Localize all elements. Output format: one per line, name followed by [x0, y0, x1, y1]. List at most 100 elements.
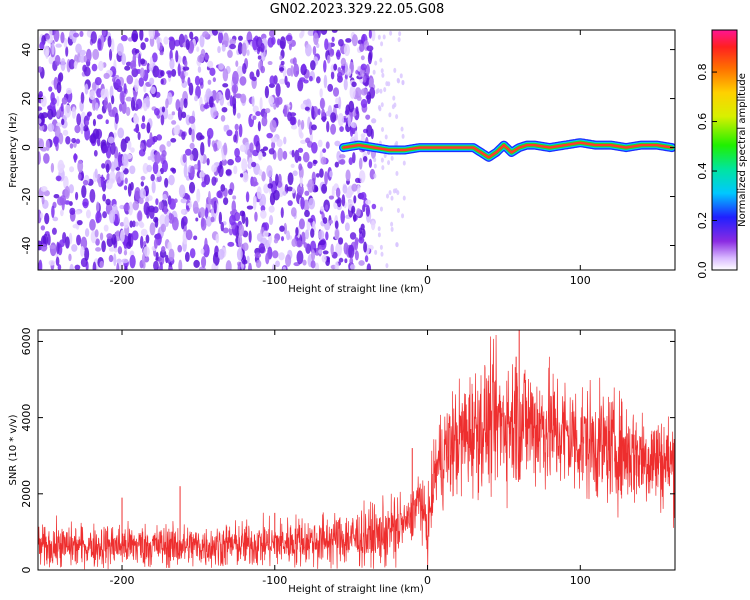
noise-blob — [262, 230, 269, 238]
noise-blob — [40, 212, 44, 219]
noise-blob — [353, 195, 357, 204]
noise-blob — [351, 81, 357, 88]
noise-blob — [153, 238, 158, 249]
noise-blob — [93, 150, 98, 157]
noise-blob — [59, 195, 67, 206]
noise-blob — [329, 170, 333, 178]
noise-blob — [365, 204, 370, 217]
noise-blob — [350, 264, 356, 270]
noise-blob — [121, 258, 129, 264]
noise-blob — [366, 263, 372, 270]
noise-blob — [245, 216, 249, 228]
noise-blob — [237, 35, 243, 41]
noise-blob — [371, 118, 377, 124]
noise-blob — [233, 85, 237, 99]
noise-blob — [251, 181, 259, 187]
noise-blob — [267, 61, 273, 66]
noise-blob — [300, 139, 307, 144]
noise-blob — [82, 198, 89, 209]
colorbar-tick-label: 0.0 — [696, 261, 709, 279]
noise-blob — [74, 264, 81, 270]
noise-blob — [94, 229, 99, 238]
noise-blob — [121, 165, 125, 171]
noise-blob — [304, 209, 310, 218]
noise-blob — [351, 183, 358, 192]
noise-blob — [62, 129, 69, 136]
noise-blob — [91, 81, 97, 91]
noise-blob — [309, 121, 313, 136]
spectrogram-x-axis-label: Height of straight line (km) — [288, 284, 424, 295]
noise-blob — [95, 211, 102, 224]
noise-blob — [68, 253, 72, 262]
noise-blob — [298, 218, 305, 230]
noise-blob — [303, 199, 310, 212]
noise-blob — [388, 112, 392, 118]
noise-blob — [215, 233, 220, 244]
noise-blob — [108, 48, 113, 61]
noise-blob — [92, 48, 100, 61]
noise-blob — [344, 258, 348, 264]
noise-blob — [233, 165, 238, 175]
noise-blob — [92, 261, 97, 270]
noise-blob — [229, 38, 237, 45]
noise-blob — [160, 245, 166, 253]
noise-blob — [130, 147, 135, 153]
noise-blob — [235, 155, 242, 163]
noise-blob — [317, 139, 323, 148]
y-tick-label: 0 — [20, 567, 33, 574]
noise-blob — [45, 34, 50, 40]
noise-blob — [63, 37, 68, 49]
noise-blob — [343, 242, 349, 255]
colorbar-frame — [711, 29, 738, 271]
noise-blob — [123, 185, 128, 191]
noise-blob — [220, 184, 226, 192]
noise-blob — [290, 207, 297, 217]
noise-blob — [344, 109, 350, 116]
noise-blob — [227, 49, 233, 59]
noise-blob — [77, 159, 84, 173]
noise-blob — [146, 164, 153, 173]
noise-blob — [331, 36, 335, 42]
noise-blob — [128, 201, 134, 216]
noise-blob — [267, 183, 274, 189]
noise-blob — [109, 171, 116, 184]
noise-blob — [152, 161, 159, 175]
noise-blob — [196, 46, 200, 52]
x-tick-label: -100 — [262, 574, 287, 587]
noise-blob — [353, 212, 357, 223]
noise-blob — [246, 205, 254, 210]
noise-blob — [304, 229, 310, 240]
noise-blob — [228, 188, 233, 196]
noise-blob — [75, 138, 81, 144]
noise-blob — [365, 114, 371, 120]
noise-blob — [117, 246, 123, 255]
noise-blob — [381, 126, 385, 132]
noise-blob — [359, 43, 365, 53]
noise-blob — [184, 59, 188, 68]
noise-blob — [344, 222, 350, 232]
noise-blob — [315, 173, 320, 178]
noise-blob — [279, 55, 283, 61]
noise-blob — [38, 151, 41, 165]
noise-blob — [38, 138, 45, 151]
noise-blob — [41, 112, 49, 119]
noise-blob — [205, 216, 212, 227]
y-tick-label: 0 — [20, 144, 33, 151]
noise-blob — [204, 207, 209, 220]
noise-blob — [330, 71, 335, 80]
noise-blob — [39, 41, 45, 50]
noise-blob — [307, 218, 314, 223]
y-tick-label: 2000 — [20, 480, 33, 508]
noise-blob — [348, 157, 354, 165]
noise-blob — [117, 127, 125, 139]
noise-blob — [207, 79, 212, 85]
noise-blob — [322, 250, 329, 255]
noise-blob — [120, 171, 125, 181]
noise-blob — [150, 173, 155, 182]
noise-blob — [38, 259, 43, 270]
noise-blob — [180, 198, 187, 204]
noise-blob — [113, 247, 118, 253]
noise-blob — [325, 141, 330, 149]
noise-blob — [387, 160, 391, 166]
noise-blob — [330, 112, 337, 123]
